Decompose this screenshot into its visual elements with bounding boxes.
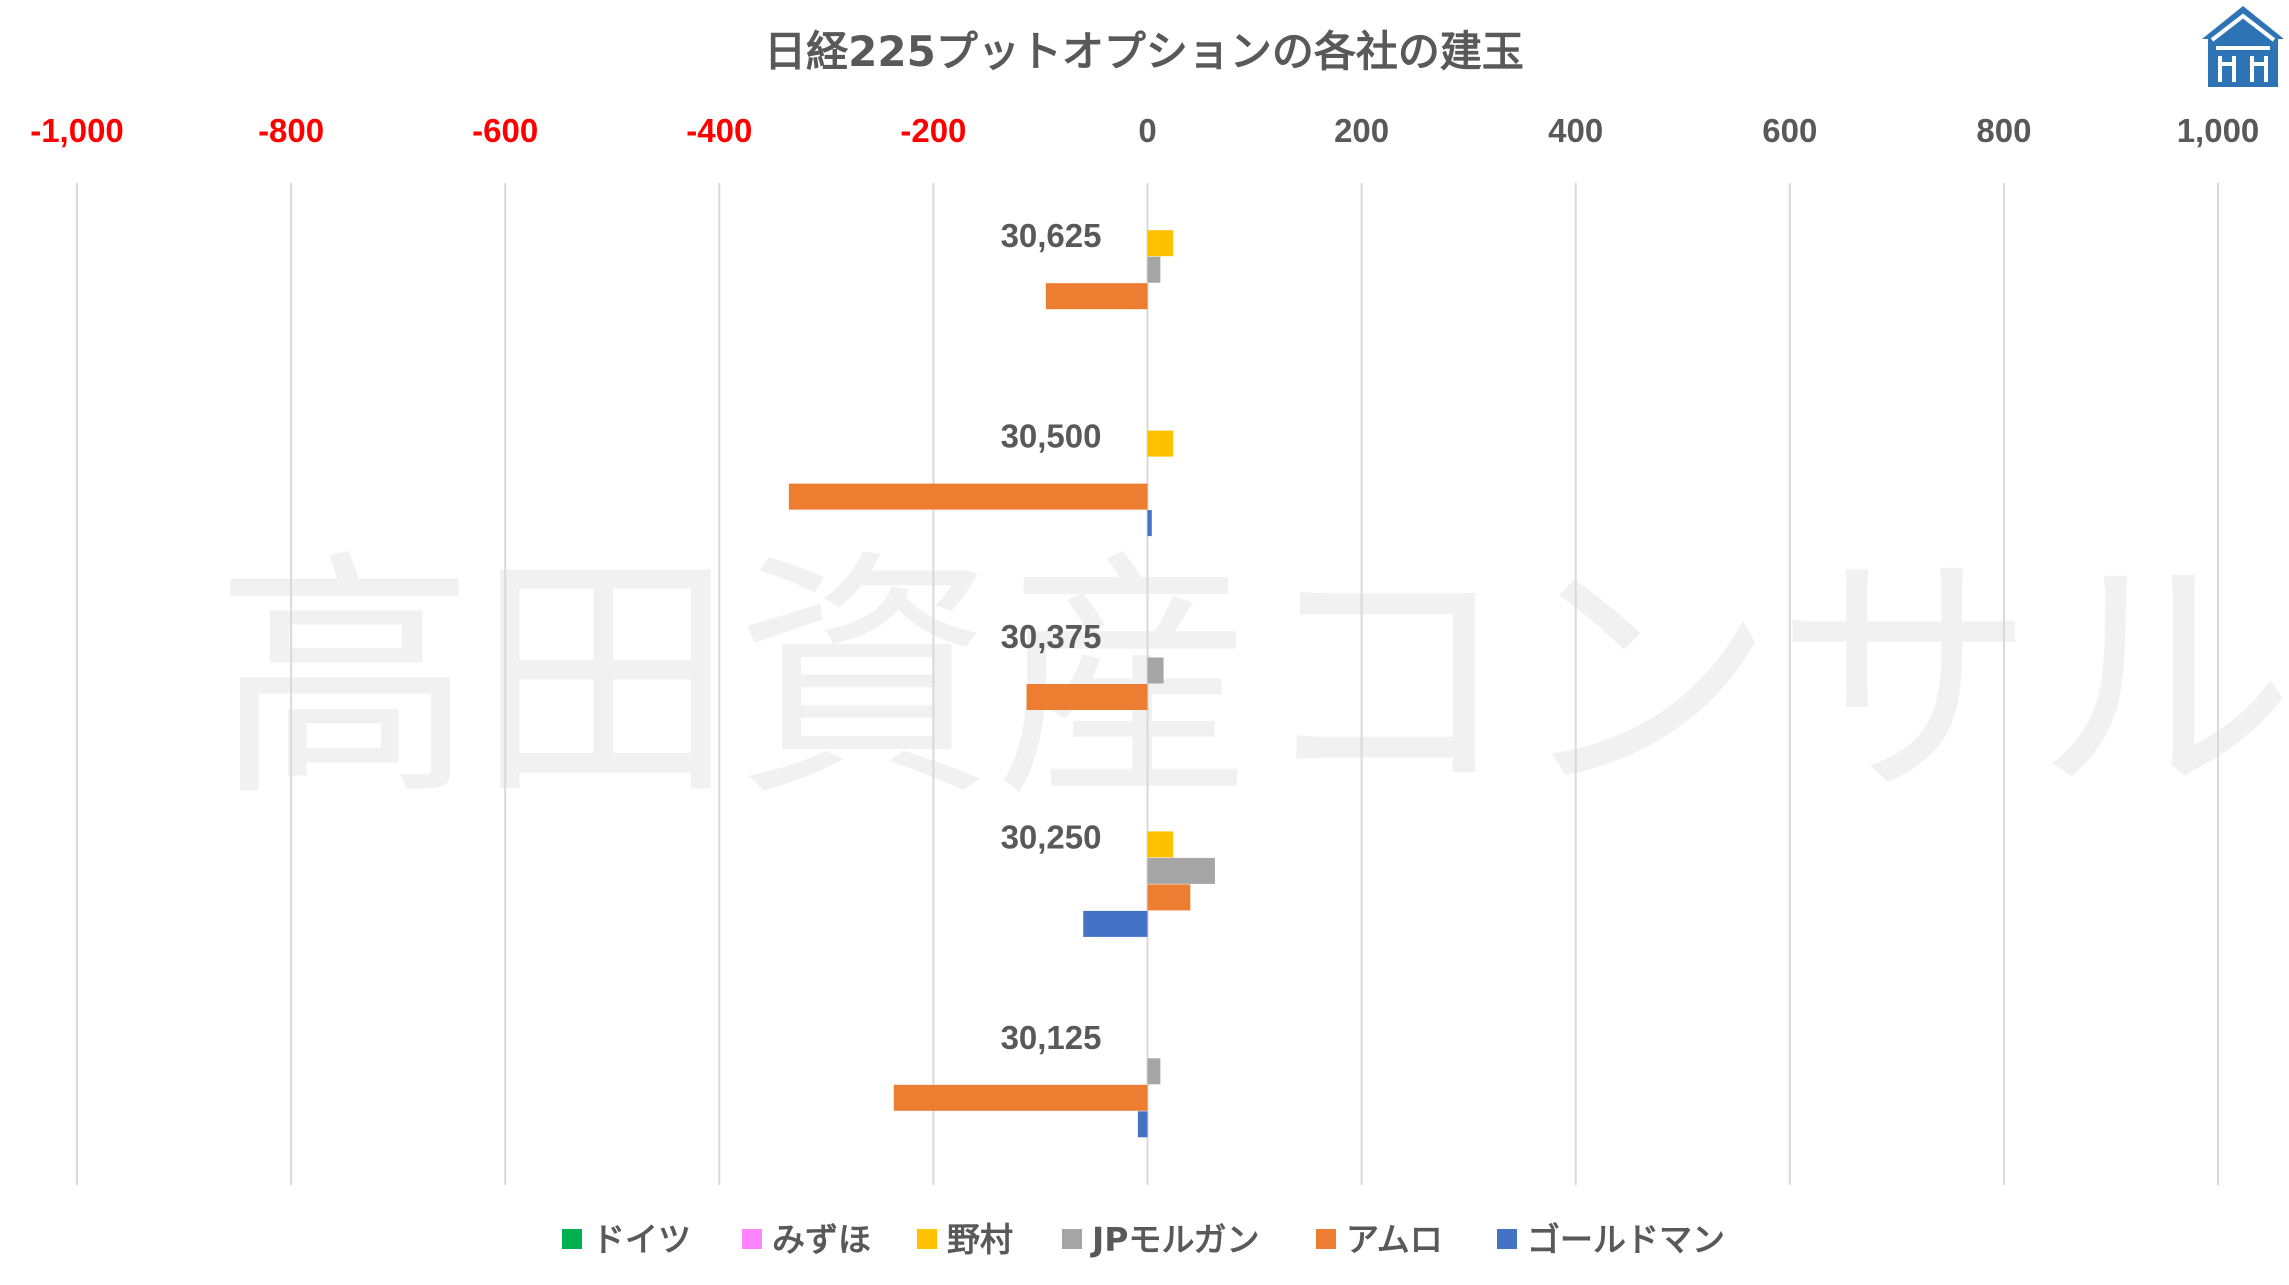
bar-3-2 — [1147, 430, 1174, 457]
legend-label: ゴールドマン — [1527, 1220, 1725, 1259]
x-tick-label: -200 — [900, 112, 966, 149]
bar-6-2 — [1147, 510, 1152, 537]
bar-6-5 — [1137, 1111, 1148, 1138]
x-tick-label: -600 — [472, 112, 538, 149]
x-tick-label: 0 — [1138, 112, 1156, 149]
house-logo-icon — [2202, 6, 2284, 87]
legend-swatch — [562, 1229, 582, 1249]
category-label: 30,500 — [1001, 418, 1102, 455]
bar-4-5 — [1147, 1058, 1161, 1085]
legend-label: みずほ — [772, 1220, 871, 1259]
bar-6-4 — [1083, 910, 1148, 937]
bar-5-3 — [1026, 684, 1148, 710]
legend-swatch — [1316, 1229, 1336, 1249]
legend-swatch — [742, 1229, 762, 1249]
bar-4-4 — [1147, 857, 1215, 884]
x-axis-ticks: -1,000 -800 -600 -400 -200 0 200 400 600 800 1,000 — [30, 112, 2259, 149]
legend-label: アムロ — [1346, 1220, 1443, 1259]
legend-label: JPモルガン — [1090, 1220, 1259, 1259]
category-label: 30,625 — [1001, 217, 1102, 254]
x-tick-label: -1,000 — [30, 112, 124, 149]
bar-4-1 — [1147, 256, 1161, 283]
category-label: 30,125 — [1001, 1019, 1102, 1056]
x-tick-label: 800 — [1976, 112, 2031, 149]
x-tick-label: 400 — [1548, 112, 1603, 149]
bar-4-3 — [1147, 657, 1164, 684]
watermark-text: 高田資産コンサル — [215, 530, 2289, 832]
bar-5-5 — [893, 1084, 1148, 1111]
bar-5-4 — [1147, 884, 1191, 911]
legend: ドイツ みずほ 野村 JPモルガン アムロ ゴールドマン — [562, 1220, 1725, 1259]
x-tick-label: -800 — [258, 112, 324, 149]
legend-swatch — [1062, 1229, 1082, 1249]
legend-swatch — [1497, 1229, 1517, 1249]
chart-title: 日経225プットオプションの各社の建玉 — [764, 27, 1524, 76]
bar-5-2 — [788, 483, 1148, 510]
category-label: 30,250 — [1001, 818, 1102, 855]
bar-5-1 — [1045, 283, 1148, 310]
legend-label: ドイツ — [592, 1220, 691, 1259]
legend-swatch — [917, 1229, 937, 1249]
legend-label: 野村 — [947, 1220, 1013, 1259]
category-label: 30,375 — [1001, 618, 1102, 655]
x-tick-label: 200 — [1334, 112, 1389, 149]
x-tick-label: -400 — [686, 112, 752, 149]
x-tick-label: 1,000 — [2177, 112, 2260, 149]
bar-3-4 — [1147, 831, 1174, 858]
bars — [788, 230, 1215, 1138]
bar-3-1 — [1147, 230, 1174, 257]
category-labels: 30,625 30,500 30,375 30,250 30,125 — [1001, 217, 1102, 1056]
x-tick-label: 600 — [1762, 112, 1817, 149]
